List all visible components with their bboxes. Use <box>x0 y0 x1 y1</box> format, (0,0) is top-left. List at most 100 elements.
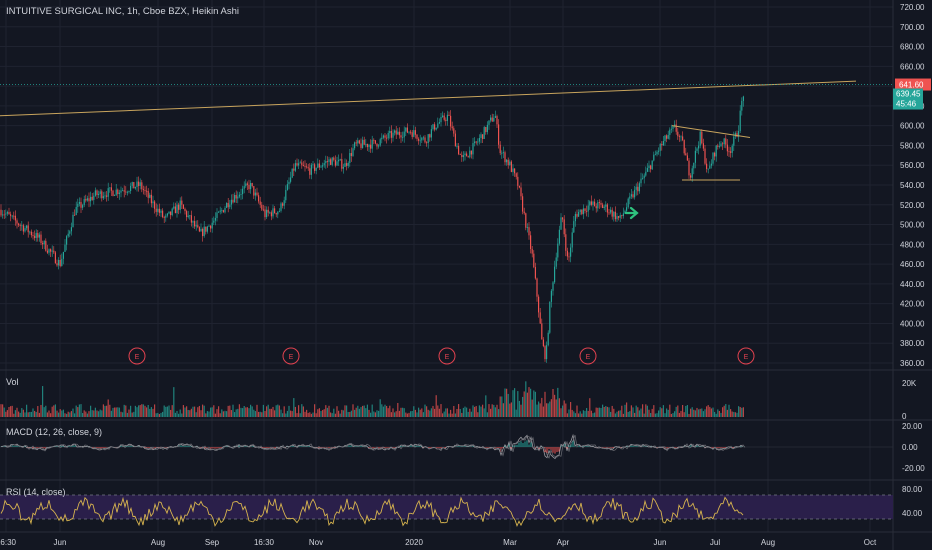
volume-bar <box>355 407 357 417</box>
macd-histogram-bar <box>494 447 496 449</box>
volume-bar <box>0 404 2 417</box>
candle-body <box>386 137 388 139</box>
volume-bar <box>344 405 346 417</box>
candle-body <box>82 205 84 208</box>
volume-bar <box>144 405 146 417</box>
candle-body <box>426 142 428 144</box>
candle-body <box>238 194 240 197</box>
macd-histogram-bar <box>558 447 560 452</box>
volume-bar <box>50 413 52 417</box>
macd-histogram-bar <box>488 447 490 448</box>
macd-histogram-bar <box>504 445 506 447</box>
volume-bar <box>194 406 196 417</box>
candle-body <box>576 214 578 217</box>
volume-bar <box>555 399 557 417</box>
candle-body <box>669 129 671 135</box>
volume-bar <box>229 405 231 417</box>
candle-body <box>528 227 530 236</box>
macd-histogram-bar <box>290 446 292 447</box>
volume-bar <box>619 410 621 417</box>
volume-bar <box>181 413 183 417</box>
candle-body <box>219 210 221 212</box>
candle-body <box>693 162 695 169</box>
macd-histogram-bar <box>268 447 270 448</box>
volume-bar <box>106 405 108 417</box>
volume-bar <box>408 412 410 417</box>
volume-bar <box>378 410 380 417</box>
candle-body <box>574 214 576 222</box>
volume-bar <box>232 404 234 417</box>
macd-histogram-bar <box>16 445 18 447</box>
candle-body <box>22 225 24 232</box>
candle-body <box>110 187 112 191</box>
volume-bar <box>499 396 501 417</box>
candle-body <box>722 143 724 145</box>
volume-bar <box>323 409 325 417</box>
candle-body <box>250 183 252 190</box>
volume-bar <box>314 404 316 417</box>
price-tick-label: 380.00 <box>900 339 925 348</box>
macd-histogram-bar <box>440 447 442 449</box>
candle-body <box>334 159 336 166</box>
candle-body <box>30 231 32 236</box>
candle-body <box>325 161 327 164</box>
candle-body <box>461 154 463 158</box>
macd-histogram-bar <box>438 447 440 449</box>
candle-body <box>78 201 80 204</box>
volume-bar <box>659 407 661 417</box>
volume-bar <box>293 398 295 417</box>
volume-bar <box>362 405 364 417</box>
candle-body <box>411 132 413 137</box>
candle-body <box>483 127 485 139</box>
candle-body <box>126 191 128 193</box>
candle-body <box>301 162 303 166</box>
candle-body <box>717 145 719 147</box>
macd-histogram-bar <box>126 446 128 447</box>
volume-bar <box>114 407 116 417</box>
candle-body <box>670 128 672 130</box>
candle-body <box>696 148 698 151</box>
volume-bar <box>66 413 68 417</box>
volume-bar <box>278 405 280 417</box>
candle-body <box>448 114 450 116</box>
volume-bar <box>339 413 341 417</box>
candle-body <box>533 253 535 268</box>
price-tick-label: 520.00 <box>900 201 925 210</box>
volume-bar <box>704 409 706 417</box>
macd-histogram-bar <box>214 447 216 449</box>
candle-body <box>402 137 404 139</box>
candle-body <box>702 143 704 149</box>
macd-histogram-bar <box>444 447 446 449</box>
candle-body <box>259 201 261 205</box>
macd-histogram-bar <box>462 446 464 447</box>
volume-bar <box>360 407 362 417</box>
candle-body <box>184 208 186 212</box>
candle-body <box>190 215 192 223</box>
candle-body <box>178 204 180 210</box>
macd-signal-line <box>2 434 746 459</box>
volume-bar <box>387 408 389 417</box>
volume-bar <box>330 412 332 417</box>
volume-bar <box>437 405 439 417</box>
macd-histogram-bar <box>644 446 646 447</box>
volume-bar <box>715 413 717 417</box>
macd-histogram-bar <box>306 446 308 447</box>
volume-bar <box>626 402 628 417</box>
candle-body <box>35 232 37 239</box>
volume-bar <box>34 410 36 417</box>
volume-bar <box>736 412 738 417</box>
macd-histogram-bar <box>526 440 528 447</box>
time-axis-label: Mar <box>503 538 517 547</box>
macd-histogram-bar <box>402 446 404 447</box>
candle-body <box>598 202 600 204</box>
volume-bar <box>667 409 669 417</box>
macd-histogram-bar <box>410 445 412 447</box>
candle-body <box>445 119 447 121</box>
volume-bar <box>43 407 45 417</box>
candle-body <box>674 124 676 127</box>
candle-body <box>67 233 69 237</box>
volume-bar <box>178 413 180 417</box>
candle-body <box>141 182 143 190</box>
candle-body <box>104 195 106 197</box>
